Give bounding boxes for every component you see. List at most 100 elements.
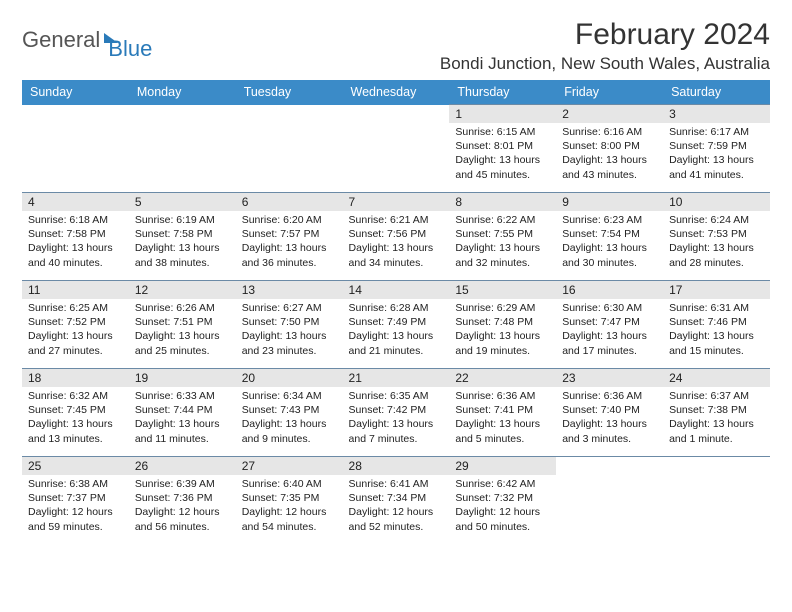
sunrise-text: Sunrise: 6:41 AM (349, 477, 444, 491)
daylight-text: Daylight: 12 hours and 54 minutes. (242, 505, 337, 533)
sunset-text: Sunset: 7:32 PM (455, 491, 550, 505)
calendar-row: 11Sunrise: 6:25 AMSunset: 7:52 PMDayligh… (22, 281, 770, 369)
calendar-cell: 5 Sunrise: 6:19 AMSunset: 7:58 PMDaylight… (129, 193, 236, 281)
calendar-cell: 13Sunrise: 6:27 AMSunset: 7:50 PMDayligh… (236, 281, 343, 369)
sunrise-text: Sunrise: 6:18 AM (28, 213, 123, 227)
sunrise-text: Sunrise: 6:17 AM (669, 125, 764, 139)
sunrise-text: Sunrise: 6:37 AM (669, 389, 764, 403)
calendar-cell (343, 105, 450, 193)
daylight-text: Daylight: 13 hours and 30 minutes. (562, 241, 657, 269)
calendar-cell: 2Sunrise: 6:16 AMSunset: 8:00 PMDaylight… (556, 105, 663, 193)
day-info: Sunrise: 6:38 AMSunset: 7:37 PMDaylight:… (28, 477, 123, 534)
day-info: Sunrise: 6:27 AMSunset: 7:50 PMDaylight:… (242, 301, 337, 358)
sunset-text: Sunset: 7:46 PM (669, 315, 764, 329)
daylight-text: Daylight: 13 hours and 36 minutes. (242, 241, 337, 269)
sunrise-text: Sunrise: 6:20 AM (242, 213, 337, 227)
title-block: February 2024 Bondi Junction, New South … (440, 18, 770, 74)
sunrise-text: Sunrise: 6:15 AM (455, 125, 550, 139)
day-number: 7 (343, 193, 450, 211)
calendar-table: Sunday Monday Tuesday Wednesday Thursday… (22, 80, 770, 545)
sunrise-text: Sunrise: 6:26 AM (135, 301, 230, 315)
daylight-text: Daylight: 13 hours and 7 minutes. (349, 417, 444, 445)
sunrise-text: Sunrise: 6:16 AM (562, 125, 657, 139)
day-info: Sunrise: 6:32 AMSunset: 7:45 PMDaylight:… (28, 389, 123, 446)
sunrise-text: Sunrise: 6:21 AM (349, 213, 444, 227)
day-info: Sunrise: 6:35 AMSunset: 7:42 PMDaylight:… (349, 389, 444, 446)
sunset-text: Sunset: 7:58 PM (135, 227, 230, 241)
daylight-text: Daylight: 13 hours and 13 minutes. (28, 417, 123, 445)
daylight-text: Daylight: 13 hours and 32 minutes. (455, 241, 550, 269)
sunrise-text: Sunrise: 6:33 AM (135, 389, 230, 403)
day-number: 22 (449, 369, 556, 387)
day-info: Sunrise: 6:34 AMSunset: 7:43 PMDaylight:… (242, 389, 337, 446)
daylight-text: Daylight: 12 hours and 56 minutes. (135, 505, 230, 533)
daylight-text: Daylight: 13 hours and 15 minutes. (669, 329, 764, 357)
sunset-text: Sunset: 7:48 PM (455, 315, 550, 329)
day-number: 25 (22, 457, 129, 475)
sunrise-text: Sunrise: 6:31 AM (669, 301, 764, 315)
daylight-text: Daylight: 13 hours and 43 minutes. (562, 153, 657, 181)
calendar-cell: 26 Sunrise: 6:39 AMSunset: 7:36 PMDayligh… (129, 457, 236, 545)
day-info: Sunrise: 6:18 AMSunset: 7:58 PMDaylight:… (28, 213, 123, 270)
dayheader-sat: Saturday (663, 80, 770, 105)
sunset-text: Sunset: 7:56 PM (349, 227, 444, 241)
sunset-text: Sunset: 8:01 PM (455, 139, 550, 153)
sunrise-text: Sunrise: 6:39 AM (135, 477, 230, 491)
daylight-text: Daylight: 13 hours and 38 minutes. (135, 241, 230, 269)
calendar-cell: 11Sunrise: 6:25 AMSunset: 7:52 PMDayligh… (22, 281, 129, 369)
calendar-row: 1 Sunrise: 6:15 AMSunset: 8:01 PM Daylight… (22, 105, 770, 193)
day-number: 5 (129, 193, 236, 211)
day-info: Sunrise: 6:22 AMSunset: 7:55 PMDaylight:… (455, 213, 550, 270)
day-number: 29 (449, 457, 556, 475)
month-title: February 2024 (440, 18, 770, 52)
logo-text-1: General (22, 27, 100, 53)
day-number: 3 (663, 105, 770, 123)
calendar-cell: 20Sunrise: 6:34 AMSunset: 7:43 PMDayligh… (236, 369, 343, 457)
daylight-text: Daylight: 13 hours and 1 minute. (669, 417, 764, 445)
sunrise-text: Sunrise: 6:28 AM (349, 301, 444, 315)
daylight-text: Daylight: 12 hours and 59 minutes. (28, 505, 123, 533)
calendar-cell: 24 Sunrise: 6:37 AMSunset: 7:38 PMDayligh… (663, 369, 770, 457)
day-number: 11 (22, 281, 129, 299)
sunrise-text: Sunrise: 6:38 AM (28, 477, 123, 491)
day-number: 26 (129, 457, 236, 475)
daylight-text: Daylight: 13 hours and 27 minutes. (28, 329, 123, 357)
sunset-text: Sunset: 7:36 PM (135, 491, 230, 505)
daylight-text: Daylight: 13 hours and 9 minutes. (242, 417, 337, 445)
sunrise-text: Sunrise: 6:32 AM (28, 389, 123, 403)
location: Bondi Junction, New South Wales, Austral… (440, 54, 770, 74)
sunrise-text: Sunrise: 6:22 AM (455, 213, 550, 227)
day-number: 24 (663, 369, 770, 387)
sunset-text: Sunset: 7:45 PM (28, 403, 123, 417)
calendar-row: 4Sunrise: 6:18 AMSunset: 7:58 PMDaylight… (22, 193, 770, 281)
day-info: Sunrise: 6:26 AMSunset: 7:51 PMDaylight:… (135, 301, 230, 358)
day-number: 6 (236, 193, 343, 211)
dayheader-thu: Thursday (449, 80, 556, 105)
sunset-text: Sunset: 7:53 PM (669, 227, 764, 241)
day-info: Sunrise: 6:17 AMSunset: 7:59 PMDaylight:… (669, 125, 764, 182)
calendar-cell: 8Sunrise: 6:22 AMSunset: 7:55 PMDaylight… (449, 193, 556, 281)
daylight-text: Daylight: 13 hours and 17 minutes. (562, 329, 657, 357)
daylight-text: Daylight: 13 hours and 28 minutes. (669, 241, 764, 269)
sunset-text: Sunset: 7:38 PM (669, 403, 764, 417)
calendar-cell: 14Sunrise: 6:28 AMSunset: 7:49 PMDayligh… (343, 281, 450, 369)
calendar-cell: 9Sunrise: 6:23 AMSunset: 7:54 PMDaylight… (556, 193, 663, 281)
day-number: 1 (449, 105, 556, 123)
day-info: Sunrise: 6:19 AMSunset: 7:58 PMDaylight:… (135, 213, 230, 270)
daylight-text: Daylight: 13 hours and 25 minutes. (135, 329, 230, 357)
sunset-text: Sunset: 8:00 PM (562, 139, 657, 153)
sunrise-text: Sunrise: 6:35 AM (349, 389, 444, 403)
calendar-cell (556, 457, 663, 545)
calendar-cell: 3 Sunrise: 6:17 AMSunset: 7:59 PMDaylight… (663, 105, 770, 193)
day-number: 9 (556, 193, 663, 211)
calendar-cell: 23Sunrise: 6:36 AMSunset: 7:40 PMDayligh… (556, 369, 663, 457)
calendar-cell: 25 Sunrise: 6:38 AMSunset: 7:37 PMDayligh… (22, 457, 129, 545)
calendar-cell: 29Sunrise: 6:42 AMSunset: 7:32 PMDayligh… (449, 457, 556, 545)
sunrise-text: Sunrise: 6:27 AM (242, 301, 337, 315)
calendar-cell: 19Sunrise: 6:33 AMSunset: 7:44 PMDayligh… (129, 369, 236, 457)
sunset-text: Sunset: 7:55 PM (455, 227, 550, 241)
day-number: 15 (449, 281, 556, 299)
day-info: Sunrise: 6:31 AMSunset: 7:46 PMDaylight:… (669, 301, 764, 358)
sunrise-text: Sunrise: 6:23 AM (562, 213, 657, 227)
day-info: Sunrise: 6:36 AMSunset: 7:41 PMDaylight:… (455, 389, 550, 446)
